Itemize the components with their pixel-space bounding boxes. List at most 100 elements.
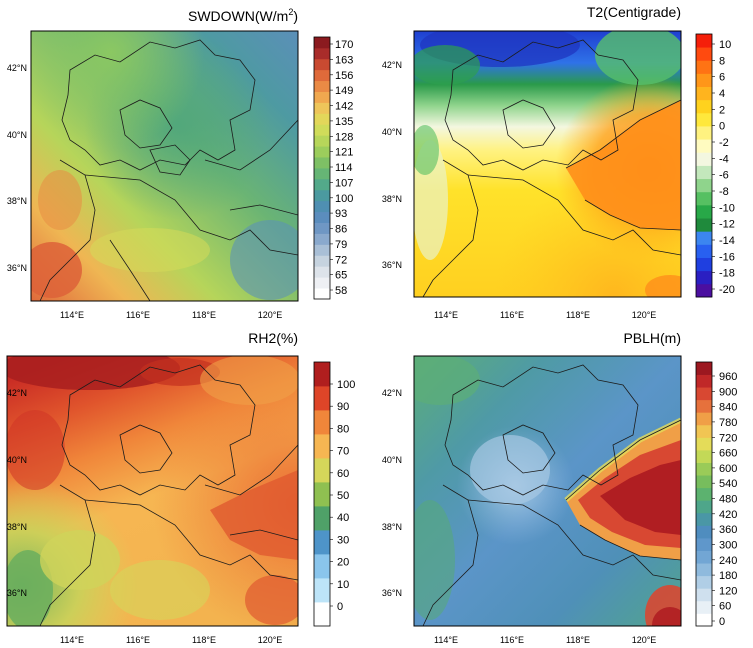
colorbar-swatch: [314, 233, 330, 245]
svg-text:36°N: 36°N: [7, 588, 27, 598]
svg-text:36°N: 36°N: [382, 588, 402, 598]
colorbar-label: 20: [337, 557, 349, 569]
colorbar-swatch: [314, 178, 330, 191]
map-frame: [413, 355, 682, 627]
svg-text:114°E: 114°E: [60, 635, 84, 645]
colorbar-label: 58: [335, 285, 347, 297]
colorbar-swatch: [696, 412, 712, 426]
colorbar-label: 480: [719, 494, 737, 506]
colorbar-swatch: [314, 157, 330, 169]
svg-text:120°E: 120°E: [632, 310, 657, 320]
colorbar-label: -2: [719, 137, 729, 149]
colorbar-swatch: [314, 482, 330, 507]
colorbar-swatch: [314, 135, 330, 147]
colorbar-swatch: [696, 152, 712, 166]
svg-text:42°N: 42°N: [382, 388, 402, 398]
colorbar-swatch: [696, 165, 712, 180]
colorbar-swatch: [696, 588, 712, 602]
panel-rh2: RH2(%) 42°N 40°N 38°N: [6, 330, 355, 645]
colorbar-label: 60: [337, 468, 349, 480]
colorbar-label: 420: [719, 509, 737, 521]
svg-text:120°E: 120°E: [258, 635, 283, 645]
colorbar-swatch: [314, 200, 330, 213]
panel-title: RH2(%): [248, 330, 298, 346]
panel-pblh: PBLH(m) 42°N 40°N 38°N 36°N: [382, 330, 737, 645]
panel-swdown: SWDOWN(W/m2) 42°N 40°N 38°N 36°N: [7, 7, 353, 320]
lon-ticks: 114°E 116°E 118°E 120°E: [60, 310, 282, 320]
colorbar-swatch: [696, 387, 712, 401]
colorbar-label: 4: [719, 88, 725, 100]
svg-text:38°N: 38°N: [7, 196, 27, 206]
colorbar-swatch: [696, 47, 712, 61]
svg-text:42°N: 42°N: [7, 388, 27, 398]
svg-text:116°E: 116°E: [126, 635, 150, 645]
colorbar-label: 72: [335, 254, 347, 266]
colorbar-swatch: [696, 563, 712, 577]
colorbar-label: -12: [719, 219, 735, 231]
colorbar-label: 93: [335, 208, 347, 220]
colorbar-swatch: [696, 437, 712, 451]
colorbar-label: 50: [337, 490, 349, 502]
colorbar-swatch: [314, 434, 330, 459]
colorbar-swatch: [696, 600, 712, 614]
colorbar-label: -10: [719, 202, 735, 214]
colorbar-label: -6: [719, 170, 729, 182]
svg-text:42°N: 42°N: [382, 60, 402, 70]
svg-text:118°E: 118°E: [566, 310, 590, 320]
colorbar-label: 720: [719, 432, 737, 444]
svg-text:40°N: 40°N: [382, 455, 402, 465]
colorbar-swatch: [314, 288, 330, 300]
colorbar-label: -4: [719, 153, 729, 165]
colorbar-swatch: [696, 86, 712, 101]
colorbar-swatch: [696, 487, 712, 501]
colorbar-label: 142: [335, 101, 353, 113]
lat-ticks: 42°N 40°N 38°N 36°N: [382, 60, 402, 270]
colorbar-label: 840: [719, 402, 737, 414]
colorbar-swatch: [696, 475, 712, 489]
colorbar-label: -18: [719, 268, 735, 280]
colorbar-swatch: [314, 69, 330, 82]
t2-boundaries: [422, 39, 681, 297]
colorbar-label: 163: [335, 54, 353, 66]
colorbar-label: 86: [335, 224, 347, 236]
colorbar-swatch: [696, 270, 712, 285]
map-frame: [30, 30, 299, 302]
svg-text:118°E: 118°E: [566, 635, 590, 645]
colorbar-swatch: [314, 91, 330, 103]
colorbar-label: 114: [335, 162, 353, 174]
colorbar-frame: [695, 33, 713, 298]
colorbar-swatch: [696, 99, 712, 114]
swdown-field: [31, 31, 298, 301]
colorbar-label: 40: [337, 512, 349, 524]
svg-text:36°N: 36°N: [382, 260, 402, 270]
panel-title: T2(Centigrade): [587, 4, 681, 20]
svg-text:116°E: 116°E: [500, 310, 524, 320]
colorbar-label: 100: [337, 379, 355, 391]
colorbar-label: 8: [719, 55, 725, 67]
svg-text:114°E: 114°E: [60, 310, 84, 320]
colorbar-label: 960: [719, 371, 737, 383]
lat-ticks: 42°N 40°N 38°N 36°N: [7, 63, 27, 273]
colorbar-swatch: [314, 602, 330, 627]
colorbar-swatch: [314, 189, 330, 202]
colorbar-label: 6: [719, 72, 725, 84]
colorbar-label: 128: [335, 131, 353, 143]
colorbar-swatch: [696, 613, 712, 627]
colorbar-label: 900: [719, 386, 737, 398]
colorbar-label: 180: [719, 570, 737, 582]
svg-text:40°N: 40°N: [7, 130, 27, 140]
colorbar-label: 65: [335, 270, 347, 282]
colorbar-label: 90: [337, 401, 349, 413]
colorbar-swatch: [696, 575, 712, 589]
colorbar-swatch: [696, 424, 712, 438]
colorbar-label: 2: [719, 104, 725, 116]
pblh-field: [414, 356, 681, 626]
colorbar-t2: 10 8 6 4 2 0 -2 -4 -6 -8 -10 -12 -14 -16 -18 -20: [695, 33, 735, 298]
rh2-boundaries: [39, 364, 298, 626]
map-frame: [413, 30, 682, 298]
colorbar-swatch: [696, 178, 712, 193]
colorbar-label: -16: [719, 251, 735, 263]
lon-ticks: 114°E 116°E 118°E 120°E: [434, 310, 656, 320]
